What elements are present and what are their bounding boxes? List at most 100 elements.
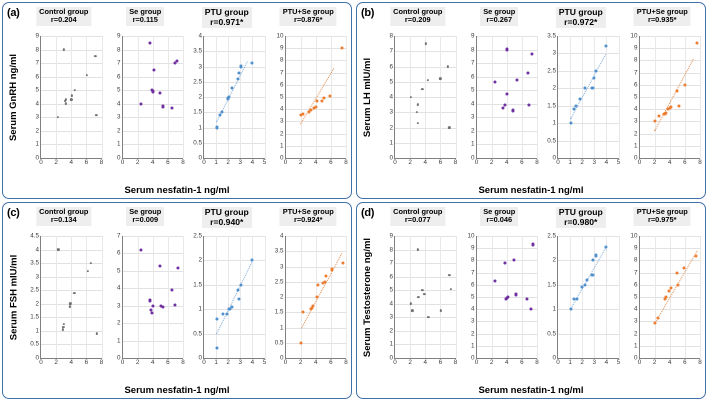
y-tick-label: 7 (389, 47, 393, 55)
y-tick-label: 3 (35, 273, 39, 281)
subplot-control: Control group r=0.134 0 0.5 1 1.5 2 2.5 3 3.5 4 4.5… (23, 206, 105, 381)
y-tick-label: 2 (116, 127, 121, 135)
x-gridline (252, 36, 254, 158)
y-tick-label: 3 (198, 63, 202, 70)
data-point (220, 110, 224, 114)
x-tick-label: 0 (637, 359, 642, 366)
y-tick-label: 2 (279, 293, 284, 301)
correlation-value: r=0.980* (564, 216, 598, 227)
data-point (151, 304, 155, 308)
data-point (590, 273, 595, 277)
y-tick-label: 3 (470, 317, 475, 325)
y-tick-label: 2 (552, 84, 556, 92)
data-point (514, 293, 518, 297)
y-tick-label: 6 (633, 281, 638, 289)
y-tick-label: 0 (198, 354, 202, 362)
y-tick-label: 5 (389, 78, 393, 86)
group-name: Control group (39, 207, 89, 216)
plot-area: 0 0.5 1 1.5 2 2.5 3 3.5 0 1 2 3 4 5 (547, 33, 620, 167)
group-name: PTU group (558, 7, 603, 17)
y-tick-label: 9 (633, 44, 638, 52)
x-gridline (700, 236, 701, 358)
y-tick-label: 4 (116, 284, 121, 292)
x-tick-label: 2 (135, 359, 140, 366)
x-tick-label: 0 (39, 359, 43, 366)
subplot-row: Control group r=0.077 0 1 2 3 4 5 6 7 8 9 0 2 4 6 8 Se gr… (377, 206, 703, 381)
trend-line (653, 250, 698, 325)
x-tick-label: 1 (214, 359, 218, 366)
correlation-value: r=0.204 (50, 15, 77, 25)
data-point (569, 121, 573, 125)
data-point (237, 297, 241, 301)
y-tick-label: 4 (633, 305, 638, 313)
subplot-se: Se group r=0.115 0 1 2 3 4 5 6 7 8 9 0 2 4 6 8 (105, 6, 187, 181)
subplot-ptu: PTU group r=0.972* 0 0.5 1 1.5 2 2.5 3 3.5 0 1 2 3 4 5 (540, 6, 622, 181)
panel-b: (b) Serum LH mIU/ml Serum nesfatin-1 ng/ml… (356, 2, 706, 199)
y-tick-label: 0.5 (547, 137, 556, 145)
x-tick-label: 6 (166, 359, 170, 366)
x-tick-label: 3 (238, 159, 243, 166)
data-point (237, 71, 241, 75)
x-gridline (152, 36, 154, 158)
y-tick-label: 0.5 (193, 330, 202, 338)
plot-wrapper: 0 1 2 3 4 5 6 7 8 9 10 0 2 4 6 8 (622, 33, 703, 167)
y-gridline (204, 142, 265, 144)
data-point (309, 307, 313, 311)
x-gridline (228, 236, 230, 358)
y-tick-label: 5 (35, 86, 39, 94)
y-tick-label: 4 (633, 105, 638, 113)
data-point (417, 295, 420, 299)
plot-wrapper: 0 1 2 3 4 5 6 7 8 9 10 0 2 4 6 8 (268, 33, 349, 167)
y-gridline (204, 309, 265, 311)
correlation-value: r=0.940* (210, 216, 244, 227)
y-tick-label: 9 (633, 244, 638, 252)
x-tick-label: 0 (637, 159, 642, 166)
correlation-value: r=0.267 (486, 15, 513, 25)
subplot-ptu: PTU group r=0.971* 0 0.5 1 1.5 2 2.5 3 3.5 4 0 1 2 3 4 5 (186, 6, 268, 181)
data-point (531, 243, 535, 247)
data-point (578, 97, 582, 101)
plot-wrapper: 0 0.5 1 1.5 2 2.5 0 1 2 3 4 5 (186, 233, 267, 367)
data-point (309, 108, 313, 112)
x-gridline (252, 236, 254, 358)
data-point (314, 295, 319, 299)
y-tick-label: 3 (279, 263, 284, 270)
data-point (427, 316, 430, 319)
y-gridline (204, 236, 265, 237)
panel-letter: (d) (361, 207, 375, 219)
data-point (515, 78, 519, 82)
y-tick-label: 6 (470, 281, 475, 289)
y-tick-label: 5 (470, 293, 475, 301)
y-tick-label: 0.5 (193, 139, 202, 147)
data-point (592, 76, 596, 80)
correlation-value: r=0.924* (293, 215, 323, 225)
plot-area: 0 0.5 1 1.5 2 2.5 3 3.5 4 4.5 0 2 4 6 8 (30, 233, 103, 367)
y-tick-label: 0 (552, 354, 556, 362)
plot-area: 0 0.5 1 1.5 2 2.5 0 1 2 3 4 5 (193, 233, 266, 367)
data-point (173, 303, 177, 307)
y-tick-label: 1.5 (193, 108, 202, 116)
data-point (86, 270, 90, 273)
y-tick-label: 5 (633, 93, 638, 101)
data-point (677, 104, 681, 108)
plot-wrapper: 0 1 2 3 4 5 6 7 8 9 0 2 4 6 8 (459, 33, 540, 167)
data-point (604, 245, 608, 249)
data-point (446, 65, 450, 68)
panel-letter: (c) (7, 207, 20, 219)
y-tick-label: 5 (279, 93, 284, 101)
data-point (421, 88, 424, 91)
plot-wrapper: 0 1 2 3 4 5 6 7 8 9 0 2 4 6 8 (105, 33, 186, 167)
y-gridline (204, 284, 265, 286)
data-point (330, 268, 334, 272)
x-tick-label: 4 (604, 159, 609, 166)
panel-d: (d) Serum Testosterone ng/ml Serum nesfati… (356, 202, 706, 399)
data-point (299, 113, 303, 117)
subplot-row: Control group r=0.134 0 0.5 1 1.5 2 2.5 3 3.5 4 4.5… (23, 206, 349, 381)
data-point (151, 68, 156, 72)
y-tick-label: 0 (470, 354, 475, 362)
data-point (585, 278, 589, 282)
y-axis-label: Serum Testosterone ng/ml (359, 227, 377, 367)
data-point (583, 283, 587, 287)
data-point (150, 311, 154, 315)
